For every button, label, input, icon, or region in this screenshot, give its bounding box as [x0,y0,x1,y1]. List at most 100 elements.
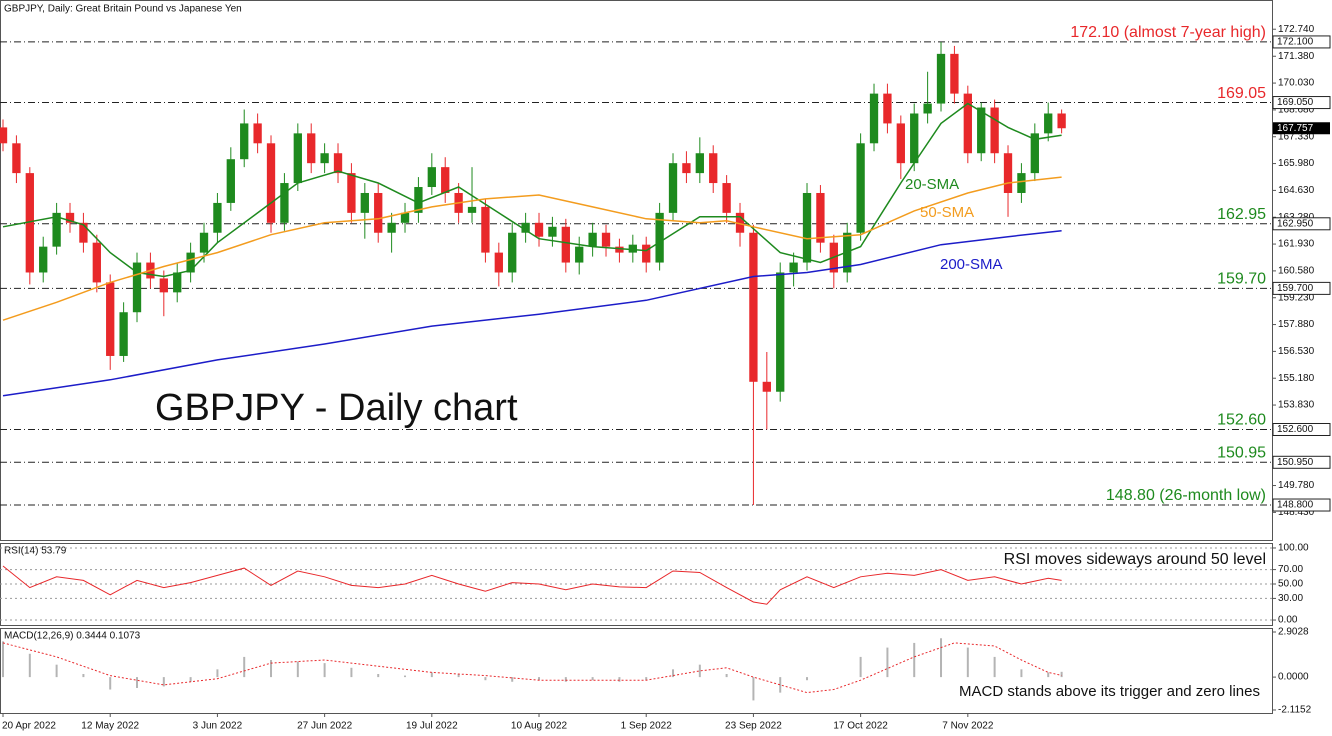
y-tick-label: 156.530 [1278,346,1315,357]
candle-body [722,183,731,213]
sma-label: 200-SMA [940,256,1003,273]
x-tick-label: 27 Jun 2022 [297,721,352,732]
y-tick-label: 164.630 [1278,185,1315,196]
macd-panel-frame [0,628,1273,714]
candle-body [441,167,450,193]
macd-annotation: MACD stands above its trigger and zero l… [959,683,1260,700]
y-tick-label: 2.9028 [1278,627,1309,638]
sma-line [2,176,1062,321]
candle-body [668,163,678,213]
level-axis-box [1272,35,1331,49]
candle-body [132,262,142,313]
candle-body [762,381,771,392]
sma-label: 50-SMA [920,204,974,221]
candle-body [749,232,758,382]
y-tick-label: 155.180 [1278,373,1315,384]
candle-body [936,53,946,104]
y-tick-label: 153.830 [1278,400,1315,411]
y-tick-label: 0.00 [1278,615,1298,626]
candle-body [387,222,396,233]
candle-body [293,133,302,184]
level-label: 150.95 [1217,445,1266,462]
candle-body [266,143,276,223]
y-tick-label: 159.230 [1278,292,1315,303]
level-axis-label: 150.950 [1277,457,1314,468]
candle-body [39,246,48,273]
level-axis-box [1272,422,1331,436]
candle-body [333,153,343,174]
candle-body [226,159,235,203]
level-axis-label: 152.600 [1277,424,1314,435]
candle-body [199,232,209,253]
candle-body [789,262,798,273]
candle-body [628,244,637,253]
candle-body [883,93,892,124]
level-axis-label: 169.050 [1277,97,1314,108]
candle-body [977,107,986,154]
sma-line [2,102,1062,278]
candle-body [119,312,128,356]
candle-body [159,278,168,293]
x-tick-label: 12 May 2022 [81,721,139,732]
x-tick-label: 23 Sep 2022 [725,721,782,732]
y-tick-label: 0.0000 [1278,672,1309,683]
level-axis-label: 162.950 [1277,218,1314,229]
candle-body [601,232,611,247]
level-label: 159.70 [1217,271,1266,288]
y-tick-label: 161.930 [1278,239,1315,250]
candle-body [655,212,664,263]
y-tick-label: 168.680 [1278,105,1315,116]
candle-body [642,244,651,263]
level-label: 169.05 [1217,85,1266,102]
candle-body [1030,133,1039,174]
x-tick-label: 19 Jul 2022 [406,721,458,732]
candle-body [494,252,503,273]
candle-body [320,153,329,164]
y-tick-label: 30.00 [1278,593,1303,604]
level-axis-box [1272,217,1331,231]
candle-body [950,53,959,94]
candle-body [106,282,115,356]
y-tick-label: -2.1152 [1278,705,1312,716]
candle-body [25,173,34,273]
level-axis-box [1272,96,1331,110]
candle-body [990,107,999,154]
candle-body [802,192,812,263]
candle-body [360,192,369,213]
y-tick-label: 50.00 [1278,579,1303,590]
candle-body [12,143,21,174]
y-tick-label: 172.740 [1278,24,1315,35]
candle-body [467,206,477,213]
level-axis-label: 159.700 [1277,283,1314,294]
candle-body [52,212,61,247]
candle-body [816,192,825,243]
candle-body [1017,173,1026,193]
rsi-title: RSI(14) 53.79 [4,546,67,557]
candle-body [561,226,570,263]
candle-body [869,93,879,144]
level-label: 172.10 (almost 7-year high) [1070,24,1266,41]
candle-body [427,167,436,188]
level-label: 152.60 [1217,412,1266,429]
level-axis-label: 148.800 [1277,500,1314,511]
candle-body [923,103,932,114]
candle-body [347,173,356,213]
macd-signal-line [2,642,1062,694]
candle-body [307,133,316,164]
y-tick-label: 167.330 [1278,131,1315,142]
candle-body [173,272,182,293]
current-price-box [1273,122,1330,135]
candle-body [280,183,289,223]
level-axis-box [1272,281,1331,295]
level-axis-box [1272,455,1331,469]
x-tick-label: 17 Oct 2022 [833,721,888,732]
candle-body [776,272,785,392]
rsi-annotation: RSI moves sideways around 50 level [1004,551,1266,568]
level-label: 148.80 (26-month low) [1106,487,1266,504]
candle-body [0,127,8,144]
macd-title: MACD(12,26,9) 0.3444 0.1073 [4,631,141,642]
candle-body [521,222,530,233]
candle-body [79,222,88,243]
candle-body [481,206,490,253]
